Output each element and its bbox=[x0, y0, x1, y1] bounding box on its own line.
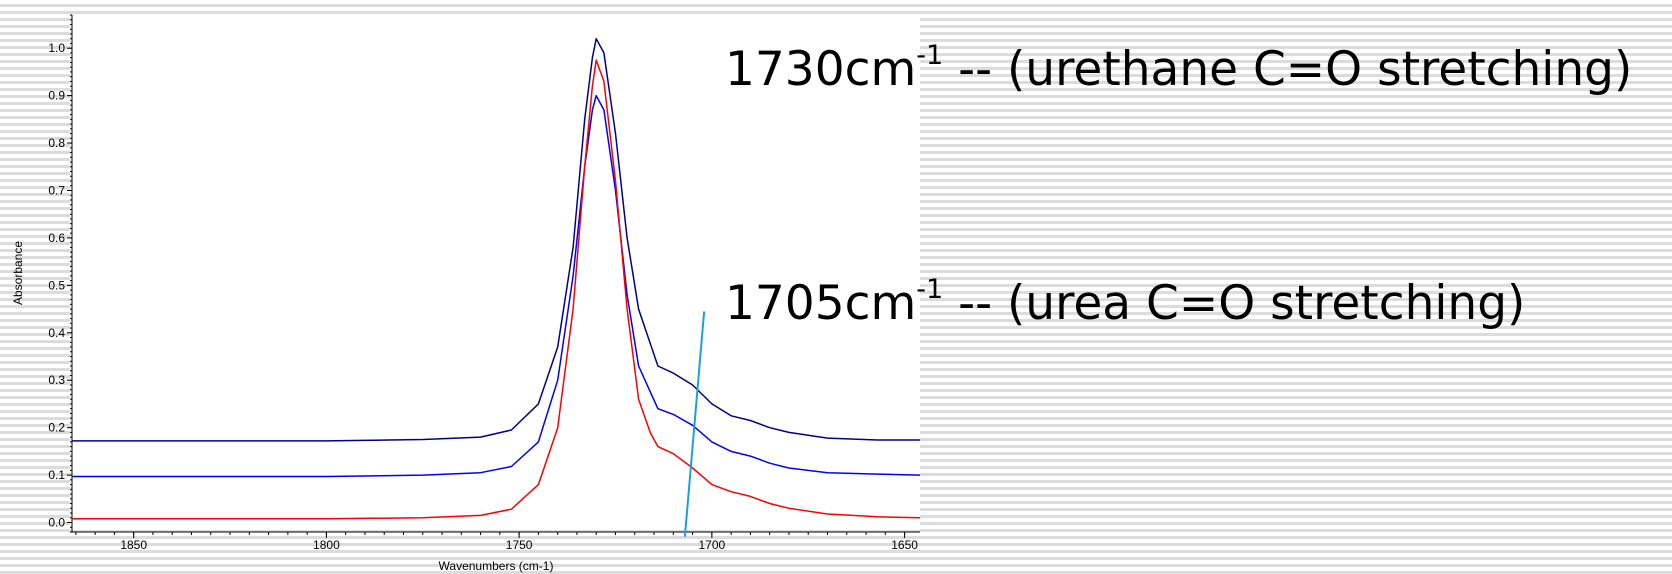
y-tick-label: 0.0 bbox=[48, 516, 65, 530]
x-tick-label: 1650 bbox=[891, 538, 918, 552]
urea-annotation: 1705cm-1 -- (urea C=O stretching) bbox=[725, 276, 1525, 327]
y-tick-label: 0.7 bbox=[48, 183, 65, 197]
spectrum-series-line bbox=[72, 59, 921, 520]
urethane-unit-exponent: -1 bbox=[916, 40, 944, 72]
urethane-wavenumber: 1730cm bbox=[725, 42, 917, 97]
y-tick-label: 1.0 bbox=[48, 41, 65, 55]
y-tick-label: 0.1 bbox=[48, 468, 65, 482]
y-tick-label: 0.8 bbox=[48, 136, 65, 150]
urethane-annotation: 1730cm-1 -- (urethane C=O stretching) bbox=[725, 42, 1632, 93]
y-tick-label: 0.4 bbox=[48, 326, 65, 340]
axis-ticks: 0.0 0.1 0.2 0.3 0.4 0.5 0.6 0.7 0.8 0.9 1.0 1850 180… bbox=[48, 14, 918, 552]
y-tick-label: 0.3 bbox=[48, 373, 65, 387]
series-layer bbox=[72, 37, 921, 537]
y-tick-label: 0.2 bbox=[48, 421, 65, 435]
urethane-description: -- (urethane C=O stretching) bbox=[943, 42, 1633, 97]
marker-line bbox=[683, 311, 706, 537]
y-tick-label: 0.6 bbox=[48, 231, 65, 245]
x-axis-title: Wavenumbers (cm-1) bbox=[439, 559, 554, 573]
y-axis-title: Absorbance bbox=[11, 241, 25, 305]
spectrum-series-line bbox=[72, 37, 920, 442]
plot-background bbox=[70, 15, 920, 530]
x-tick-label: 1750 bbox=[506, 538, 533, 552]
y-tick-label: 0.5 bbox=[48, 278, 65, 292]
x-tick-label: 1800 bbox=[313, 538, 340, 552]
y-tick-label: 0.9 bbox=[48, 89, 65, 103]
urea-wavenumber: 1705cm bbox=[725, 276, 917, 331]
x-tick-label: 1700 bbox=[699, 538, 726, 552]
urea-unit-exponent: -1 bbox=[916, 274, 944, 306]
x-tick-label: 1850 bbox=[120, 538, 147, 552]
urea-description: -- (urea C=O stretching) bbox=[943, 276, 1526, 331]
